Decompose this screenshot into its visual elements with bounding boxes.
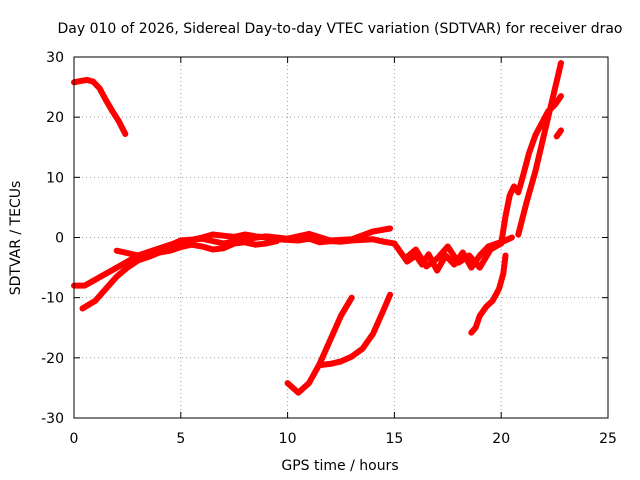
- series-segment-1: [71, 76, 129, 137]
- x-tick-label: 20: [492, 431, 510, 447]
- series-segment-3: [79, 238, 280, 312]
- y-axis-label: SDTVAR / TECUs: [8, 181, 24, 296]
- axis-ticks: 0 5 10 15 20 25 -30 -20 -10 0 10 20 30: [41, 50, 617, 447]
- x-tick-label: 5: [176, 431, 185, 447]
- y-tick-label: -20: [41, 351, 64, 367]
- y-tick-label: 0: [55, 231, 64, 247]
- series-segment-9: [468, 252, 509, 336]
- y-tick-label: -30: [41, 411, 64, 427]
- x-tick-label: 15: [385, 431, 403, 447]
- series-segment-10: [498, 93, 564, 247]
- y-tick-label: 10: [46, 170, 64, 186]
- chart-title: Day 010 of 2026, Sidereal Day-to-day VTE…: [57, 21, 622, 37]
- series-segment-7: [284, 294, 355, 396]
- series-segment-6: [402, 240, 505, 271]
- series-segment-12: [553, 127, 564, 140]
- series-segment-8: [316, 291, 394, 369]
- grid: [74, 57, 608, 418]
- series-segment-11: [515, 60, 564, 238]
- x-tick-label: 0: [70, 431, 79, 447]
- data-traces: [71, 60, 564, 396]
- x-tick-label: 10: [279, 431, 297, 447]
- y-tick-label: 20: [46, 110, 64, 126]
- y-tick-label: -10: [41, 291, 64, 307]
- x-axis-label: GPS time / hours: [281, 458, 398, 474]
- y-tick-label: 30: [46, 50, 64, 66]
- series-segment-4: [113, 225, 394, 259]
- x-tick-label: 25: [599, 431, 617, 447]
